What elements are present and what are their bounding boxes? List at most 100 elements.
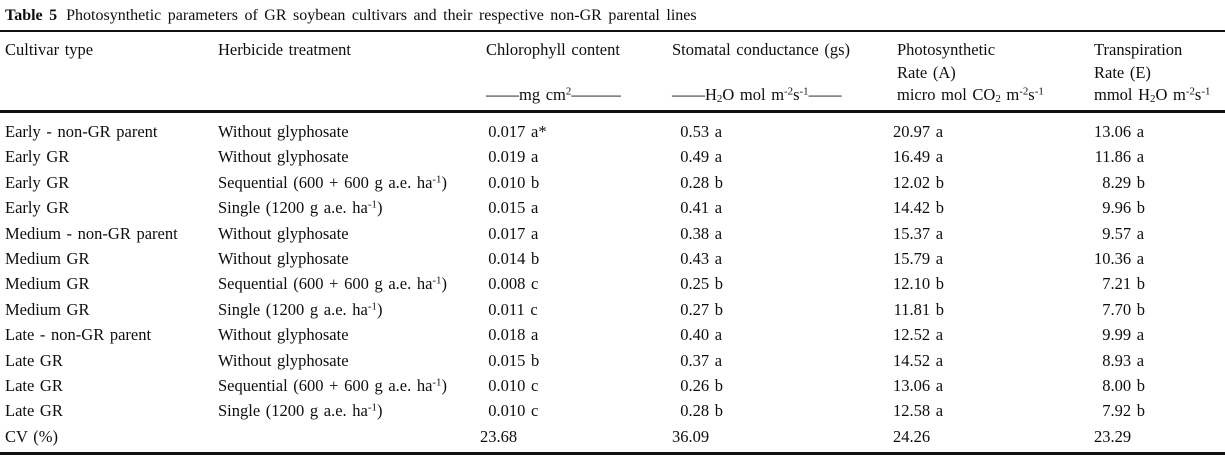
- chlorophyll-value: 0.010 b: [488, 172, 540, 192]
- cultivar-cell: Late GR: [5, 350, 63, 370]
- transpiration-value: 7.21 b: [1102, 274, 1145, 294]
- table-row: Early - non-GR parent Without glyphosate…: [0, 112, 1225, 145]
- stomatal-value: 0.27 b: [680, 299, 723, 319]
- treatment-cell: Without glyphosate: [218, 223, 349, 243]
- photosynthetic-value: 16.49 a: [893, 147, 944, 167]
- table-row: Early GR Single (1200 g a.e. ha-1) 0.015…: [0, 195, 1225, 220]
- cultivar-cell: Medium GR: [5, 249, 90, 269]
- cv-row: CV (%) 23.68 36.09 24.26 23.29: [0, 423, 1225, 456]
- transpiration-value: 10.36 a: [1094, 249, 1145, 269]
- column-unit: micro mol CO2 m-2s-1: [897, 85, 1044, 105]
- transpiration-value: 13.06 a: [1094, 122, 1145, 141]
- column-header-cultivar-type: Cultivar type: [0, 32, 218, 113]
- cultivar-cell: Medium - non-GR parent: [5, 223, 178, 243]
- table-row: Late GR Sequential (600 + 600 g a.e. ha-…: [0, 373, 1225, 398]
- chlorophyll-value: 0.017 a: [488, 223, 539, 243]
- chlorophyll-value: 0.017 a*: [488, 122, 547, 141]
- stomatal-value: 0.28 b: [680, 401, 723, 421]
- stomatal-value: 0.25 b: [680, 274, 723, 294]
- cultivar-cell: Medium GR: [5, 274, 90, 294]
- table-caption-text: Photosynthetic parameters of GR soybean …: [66, 7, 697, 24]
- table-caption: Table 5 Photosynthetic parameters of GR s…: [0, 0, 1225, 32]
- column-label-line2: Rate (A): [897, 62, 956, 82]
- chlorophyll-value: 23.68: [480, 423, 672, 456]
- table-row: Late - non-GR parent Without glyphosate …: [0, 322, 1225, 347]
- treatment-cell: [218, 423, 480, 456]
- chlorophyll-value: 0.019 a: [488, 147, 539, 167]
- transpiration-value: 7.92 b: [1102, 401, 1145, 421]
- photosynthetic-value: 13.06 a: [893, 376, 944, 396]
- treatment-cell: Single (1200 g a.e. ha-1): [218, 299, 383, 319]
- header-row: Cultivar type Herbicide treatment Chloro…: [0, 32, 1225, 113]
- chlorophyll-value: 0.010 c: [488, 401, 539, 421]
- photosynthetic-value: 12.02 b: [893, 172, 944, 192]
- photosynthetic-value: 12.52 a: [893, 325, 944, 345]
- treatment-cell: Without glyphosate: [218, 325, 349, 345]
- column-label-line2: Rate (E): [1094, 62, 1151, 82]
- stomatal-value: 0.49 a: [680, 147, 723, 167]
- table-row: Medium - non-GR parent Without glyphosat…: [0, 221, 1225, 246]
- transpiration-value: 11.86 a: [1094, 147, 1145, 167]
- stomatal-value: 0.53 a: [680, 122, 723, 141]
- cultivar-cell: Late - non-GR parent: [5, 325, 152, 345]
- photosynthetic-value: 24.26: [893, 423, 1088, 456]
- treatment-cell: Without glyphosate: [218, 122, 349, 141]
- chlorophyll-value: 0.015 a: [488, 198, 539, 218]
- photosynthetic-value: 12.58 a: [893, 401, 944, 421]
- photosynthetic-value: 14.52 a: [893, 350, 944, 370]
- treatment-cell: Single (1200 g a.e. ha-1): [218, 198, 383, 218]
- column-label: Transpiration: [1094, 40, 1183, 59]
- chlorophyll-value: 0.015 b: [488, 350, 540, 370]
- chlorophyll-value: 0.018 a: [488, 325, 539, 345]
- treatment-cell: Single (1200 g a.e. ha-1): [218, 401, 383, 421]
- column-header-transpiration-rate: Transpiration Rate (E) mmol H2O m-2s-1: [1088, 32, 1225, 113]
- cultivar-cell: Late GR: [5, 401, 63, 421]
- photosynthetic-value: 15.79 a: [893, 249, 944, 269]
- column-unit: ——mg cm2———: [486, 85, 621, 104]
- table-row: Early GR Sequential (600 + 600 g a.e. ha…: [0, 170, 1225, 195]
- treatment-cell: Without glyphosate: [218, 350, 349, 370]
- transpiration-value: 9.99 a: [1102, 325, 1145, 345]
- column-unit: mmol H2O m-2s-1: [1094, 85, 1211, 105]
- cultivar-cell: Late GR: [5, 376, 63, 396]
- cultivar-cell: Early GR: [5, 198, 70, 218]
- column-header-stomatal-conductance: Stomatal conductance (gs) ——H2O mol m-2s…: [672, 32, 893, 113]
- table-row: Medium GR Single (1200 g a.e. ha-1) 0.01…: [0, 297, 1225, 322]
- table-row: Late GR Single (1200 g a.e. ha-1) 0.010 …: [0, 398, 1225, 423]
- treatment-cell: Sequential (600 + 600 g a.e. ha-1): [218, 376, 447, 396]
- treatment-cell: Sequential (600 + 600 g a.e. ha-1): [218, 172, 447, 192]
- chlorophyll-value: 0.008 c: [488, 274, 539, 294]
- cultivar-cell: Early GR: [5, 172, 70, 192]
- photosynthetic-value: 15.37 a: [893, 223, 944, 243]
- treatment-cell: Without glyphosate: [218, 249, 349, 269]
- stomatal-value: 36.09: [672, 423, 893, 456]
- treatment-cell: Sequential (600 + 600 g a.e. ha-1): [218, 274, 447, 294]
- treatment-cell: Without glyphosate: [218, 147, 349, 167]
- column-header-herbicide-treatment: Herbicide treatment: [218, 32, 480, 113]
- stomatal-value: 0.41 a: [680, 198, 723, 218]
- column-label: Herbicide treatment: [218, 40, 351, 59]
- chlorophyll-value: 0.011 c: [488, 299, 538, 319]
- column-unit: ——H2O mol m-2s-1——: [672, 85, 842, 105]
- column-header-chlorophyll-content: Chlorophyll content ——mg cm2———: [480, 32, 672, 113]
- parameters-table: Cultivar type Herbicide treatment Chloro…: [0, 32, 1225, 456]
- stomatal-value: 0.38 a: [680, 223, 723, 243]
- transpiration-value: 9.96 b: [1102, 198, 1145, 218]
- photosynthetic-value: 20.97 a: [893, 122, 944, 141]
- table-row: Early GR Without glyphosate 0.019 a 0.49…: [0, 144, 1225, 169]
- column-label: Cultivar type: [5, 40, 94, 59]
- cultivar-cell: Early - non-GR parent: [5, 122, 158, 141]
- cultivar-cell: Early GR: [5, 147, 70, 167]
- stomatal-value: 0.26 b: [680, 376, 723, 396]
- column-header-photosynthetic-rate: Photosynthetic Rate (A) micro mol CO2 m-…: [893, 32, 1088, 113]
- table-row: Late GR Without glyphosate 0.015 b 0.37 …: [0, 348, 1225, 373]
- transpiration-value: 9.57 a: [1102, 223, 1145, 243]
- transpiration-value: 8.93 a: [1102, 350, 1145, 370]
- table-row: Medium GR Without glyphosate 0.014 b 0.4…: [0, 246, 1225, 271]
- stomatal-value: 0.43 a: [680, 249, 723, 269]
- transpiration-value: 7.70 b: [1102, 299, 1145, 319]
- column-label: Stomatal conductance (gs): [672, 40, 851, 59]
- stomatal-value: 0.37 a: [680, 350, 723, 370]
- table-number: Table 5: [5, 7, 58, 24]
